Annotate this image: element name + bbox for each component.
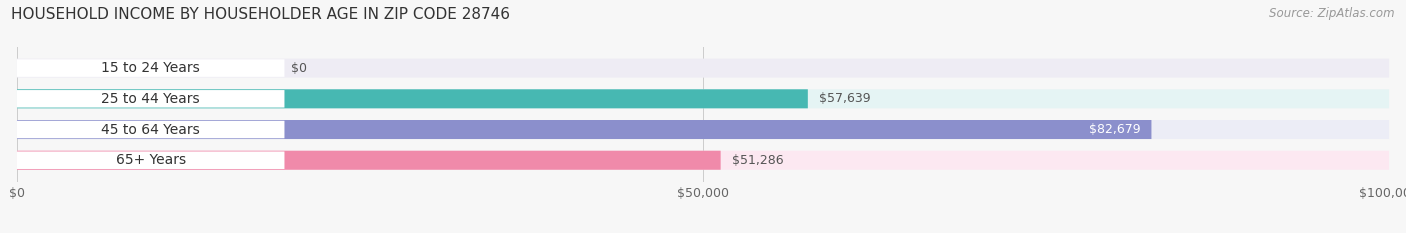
FancyBboxPatch shape [17, 59, 284, 77]
Text: $82,679: $82,679 [1088, 123, 1140, 136]
Text: $57,639: $57,639 [818, 92, 870, 105]
Text: $51,286: $51,286 [731, 154, 783, 167]
FancyBboxPatch shape [17, 89, 808, 108]
Text: 45 to 64 Years: 45 to 64 Years [101, 123, 200, 137]
Text: 15 to 24 Years: 15 to 24 Years [101, 61, 200, 75]
FancyBboxPatch shape [17, 90, 284, 108]
Text: $0: $0 [291, 62, 308, 75]
FancyBboxPatch shape [17, 89, 1389, 108]
FancyBboxPatch shape [17, 120, 1152, 139]
FancyBboxPatch shape [17, 151, 1389, 170]
Text: 65+ Years: 65+ Years [115, 153, 186, 167]
Text: 25 to 44 Years: 25 to 44 Years [101, 92, 200, 106]
FancyBboxPatch shape [17, 58, 1389, 78]
Text: Source: ZipAtlas.com: Source: ZipAtlas.com [1270, 7, 1395, 20]
FancyBboxPatch shape [17, 151, 284, 169]
Text: HOUSEHOLD INCOME BY HOUSEHOLDER AGE IN ZIP CODE 28746: HOUSEHOLD INCOME BY HOUSEHOLDER AGE IN Z… [11, 7, 510, 22]
FancyBboxPatch shape [17, 120, 1389, 139]
FancyBboxPatch shape [17, 121, 284, 138]
FancyBboxPatch shape [17, 151, 721, 170]
